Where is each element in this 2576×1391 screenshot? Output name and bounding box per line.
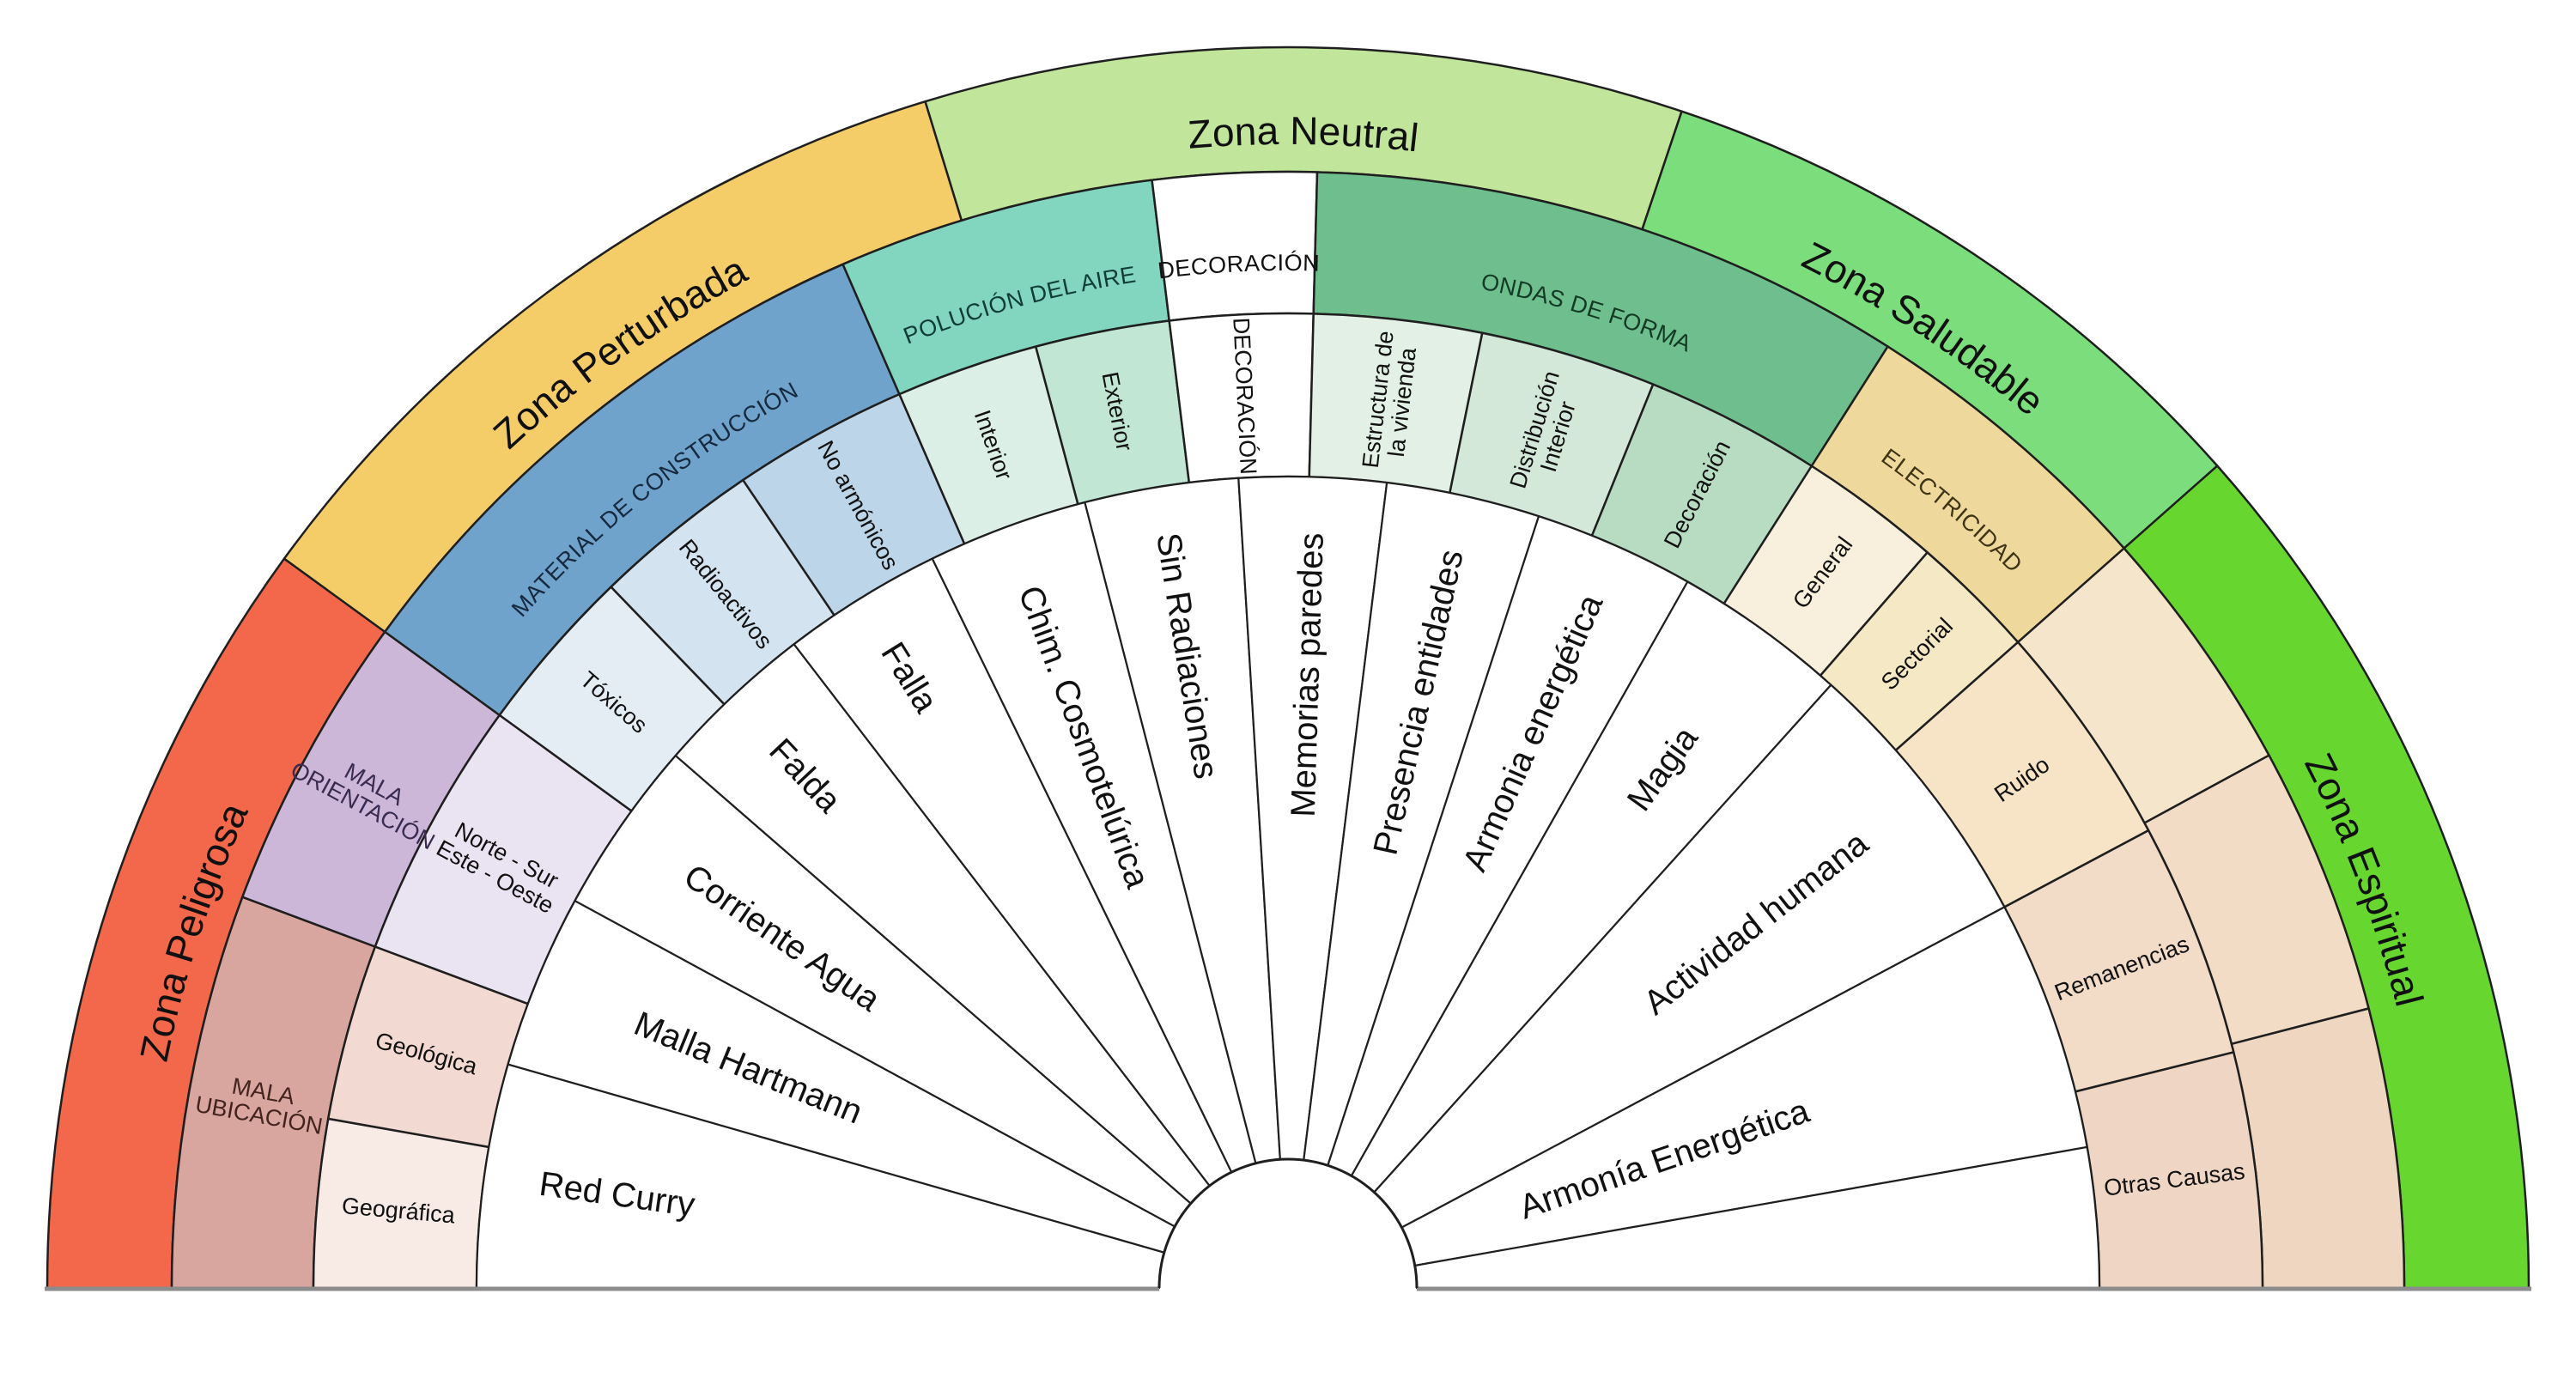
category-sector-decoracion <box>1151 170 1319 322</box>
spoke-ring <box>475 475 2101 1290</box>
spoke-label-memorias-paredes: Memorias paredes <box>1285 532 1331 817</box>
category-ring <box>170 170 2406 1290</box>
subcategory-ring <box>312 312 2264 1290</box>
center-cutout <box>1157 1157 1419 1289</box>
zone-label-zona-neutral: Zona Neutral <box>1186 108 1420 161</box>
